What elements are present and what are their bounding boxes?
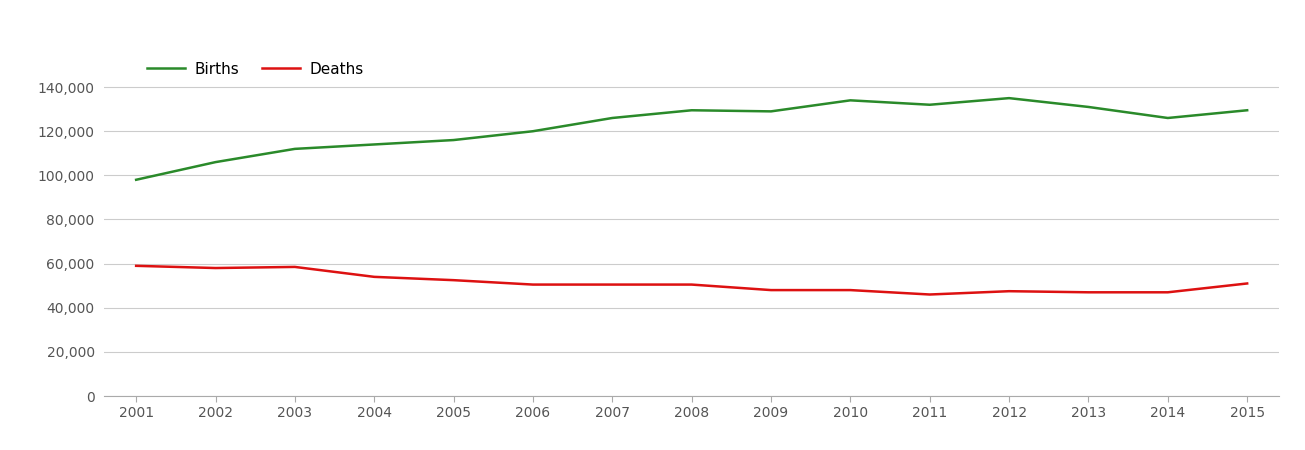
Deaths [287,264,303,270]
Deaths [763,288,779,293]
Deaths [525,282,540,287]
Births [843,98,859,103]
Births [1240,108,1255,113]
Births [207,159,223,165]
Deaths [128,263,144,269]
Deaths [207,266,223,271]
Births [1081,104,1096,110]
Births [287,146,303,152]
Line: Births: Births [136,98,1248,180]
Births [684,108,699,113]
Deaths [921,292,937,297]
Deaths [684,282,699,287]
Deaths [1001,288,1017,294]
Births [1001,95,1017,101]
Deaths [1160,290,1176,295]
Births [525,129,540,134]
Births [367,142,382,147]
Deaths [1240,281,1255,286]
Deaths [446,278,462,283]
Deaths [843,288,859,293]
Births [1160,115,1176,121]
Births [128,177,144,182]
Deaths [1081,290,1096,295]
Line: Deaths: Deaths [136,266,1248,294]
Births [446,137,462,143]
Births [921,102,937,108]
Births [763,108,779,114]
Deaths [604,282,620,287]
Deaths [367,274,382,279]
Births [604,115,620,121]
Legend: Births, Deaths: Births, Deaths [147,62,364,76]
